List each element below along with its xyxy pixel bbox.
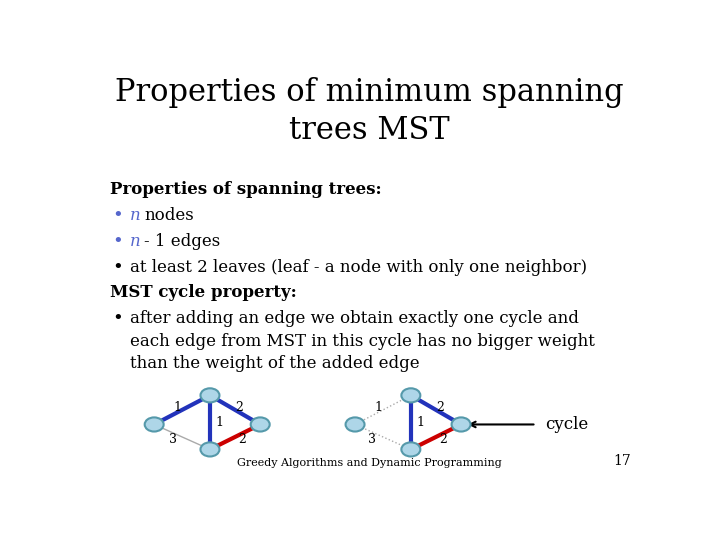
Text: 17: 17: [613, 454, 631, 468]
Circle shape: [251, 417, 270, 431]
Text: 3: 3: [168, 434, 176, 447]
Text: Properties of spanning trees:: Properties of spanning trees:: [109, 181, 381, 198]
Text: each edge from MST in this cycle has no bigger weight: each edge from MST in this cycle has no …: [130, 333, 595, 349]
Text: after adding an edge we obtain exactly one cycle and: after adding an edge we obtain exactly o…: [130, 310, 579, 327]
Text: MST cycle property:: MST cycle property:: [109, 285, 297, 301]
Text: 1: 1: [215, 416, 223, 429]
Text: 1: 1: [174, 401, 181, 414]
Text: •: •: [112, 259, 123, 276]
Text: 1: 1: [374, 401, 382, 414]
Text: •: •: [112, 207, 123, 225]
Text: 2: 2: [235, 401, 243, 414]
Circle shape: [401, 388, 420, 402]
Circle shape: [145, 417, 163, 431]
Text: 2: 2: [436, 401, 444, 414]
Text: n: n: [130, 233, 141, 250]
Circle shape: [401, 442, 420, 456]
Text: at least 2 leaves (leaf - a node with only one neighbor): at least 2 leaves (leaf - a node with on…: [130, 259, 588, 275]
Circle shape: [451, 417, 471, 431]
Text: Properties of minimum spanning
trees MST: Properties of minimum spanning trees MST: [114, 77, 624, 146]
Circle shape: [200, 442, 220, 456]
Text: than the weight of the added edge: than the weight of the added edge: [130, 355, 420, 372]
Text: 2: 2: [438, 434, 446, 447]
Text: - 1 edges: - 1 edges: [144, 233, 220, 250]
Text: n: n: [130, 207, 141, 224]
Text: 1: 1: [416, 416, 424, 429]
Circle shape: [346, 417, 364, 431]
Text: Greedy Algorithms and Dynamic Programming: Greedy Algorithms and Dynamic Programmin…: [237, 458, 501, 468]
Text: •: •: [112, 310, 123, 328]
Text: 2: 2: [238, 434, 246, 447]
Text: 3: 3: [368, 434, 376, 447]
Text: •: •: [112, 233, 123, 251]
Text: nodes: nodes: [144, 207, 194, 224]
Circle shape: [200, 388, 220, 402]
Text: cycle: cycle: [545, 416, 588, 433]
